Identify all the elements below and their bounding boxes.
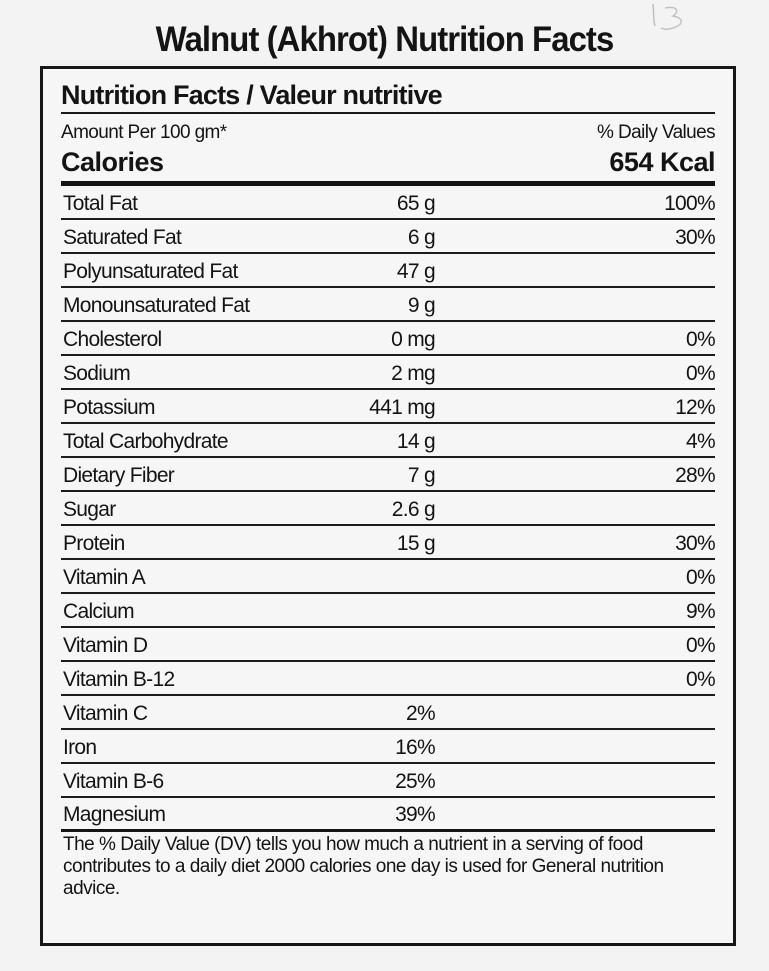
nutrient-daily-value: 0% <box>686 634 716 657</box>
nutrient-row: Iron 16% <box>61 730 715 764</box>
nutrient-row: Sugar 2.6 g <box>61 492 715 526</box>
nutrient-name: Vitamin B-6 <box>63 770 164 793</box>
nutrient-row: Cholesterol 0 mg 0% <box>61 322 716 356</box>
nutrient-name: Dietary Fiber <box>63 464 175 487</box>
nutrient-amount: 16% <box>395 736 436 759</box>
nutrient-row: Potassium 441 mg 12% <box>61 390 716 424</box>
nutrient-row: Calcium 9% <box>61 594 716 628</box>
nutrient-amount: 9 g <box>407 294 436 317</box>
nutrient-row: Vitamin C 2% <box>61 696 715 730</box>
nutrient-daily-value: 28% <box>675 464 716 487</box>
nutrient-name: Calcium <box>63 600 135 623</box>
nutrient-row: Sodium 2 mg 0% <box>61 356 716 390</box>
nutrient-row: Polyunsaturated Fat 47 g <box>61 254 715 288</box>
daily-values-header: % Daily Values <box>597 122 716 143</box>
nutrient-amount: 7 g <box>407 464 436 487</box>
amount-per-label: Amount Per 100 gm* <box>61 122 227 143</box>
nutrient-daily-value: 12% <box>675 396 716 419</box>
nutrient-name: Sodium <box>63 362 131 385</box>
nutrient-daily-value: 0% <box>686 566 716 589</box>
nutrient-amount: 2.6 g <box>391 498 436 521</box>
nutrient-daily-value: 0% <box>686 362 716 385</box>
calories-label: Calories <box>61 147 164 177</box>
nutrient-name: Potassium <box>63 396 155 419</box>
nutrient-daily-value: 30% <box>675 532 716 555</box>
nutrient-daily-value: 9% <box>686 600 716 623</box>
nutrient-name: Vitamin D <box>63 634 148 657</box>
nutrition-facts-panel: Nutrition Facts / Valeur nutritive Amoun… <box>40 66 736 946</box>
nutrient-amount: 47 g <box>396 260 436 283</box>
nutrient-row: Vitamin B-6 25% <box>61 764 715 798</box>
nutrient-amount: 2 mg <box>391 362 436 385</box>
nutrient-amount: 6 g <box>407 226 436 249</box>
nutrient-name: Total Fat <box>63 192 138 215</box>
nutrient-name: Protein <box>63 532 125 555</box>
nutrient-name: Iron <box>63 736 97 759</box>
nutrient-name: Vitamin C <box>63 702 148 725</box>
daily-value-footnote: The % Daily Value (DV) tells you how muc… <box>63 834 664 899</box>
nutrient-name: Total Carbohydrate <box>63 430 229 453</box>
nutrient-row: Vitamin B-12 0% <box>61 662 716 696</box>
nutrient-name: Vitamin A <box>63 566 146 589</box>
nutrient-name: Polyunsaturated Fat <box>63 260 238 283</box>
amount-per-row: Amount Per 100 gm* % Daily Values <box>61 114 716 144</box>
nutrient-amount: 0 mg <box>391 328 436 351</box>
nutrient-amount: 14 g <box>396 430 436 453</box>
nutrient-row: Total Carbohydrate 14 g 4% <box>61 424 716 458</box>
nutrient-row: Total Fat 65 g 100% <box>61 186 716 220</box>
nutrient-daily-value: 4% <box>686 430 716 453</box>
nutrient-amount: 441 mg <box>369 396 436 419</box>
nutrient-row: Magnesium 39% <box>61 798 715 832</box>
nutrient-name: Vitamin B-12 <box>63 668 175 691</box>
calories-value: 654 Kcal <box>609 147 715 177</box>
nutrient-row: Protein 15 g 30% <box>61 526 716 560</box>
nutrient-name: Magnesium <box>63 803 166 826</box>
nutrient-row: Vitamin A 0% <box>61 560 716 594</box>
panel-heading: Nutrition Facts / Valeur nutritive <box>61 79 715 114</box>
nutrient-daily-value: 100% <box>664 192 716 215</box>
nutrient-amount: 2% <box>406 702 436 725</box>
page-title: Walnut (Akhrot) Nutrition Facts <box>155 20 615 59</box>
nutrient-amount: 39% <box>395 803 436 826</box>
nutrient-name: Monounsaturated Fat <box>63 294 250 317</box>
nutrient-daily-value: 0% <box>686 328 716 351</box>
nutrient-daily-value: 0% <box>686 668 716 691</box>
nutrient-row: Vitamin D 0% <box>61 628 716 662</box>
nutrient-row: Dietary Fiber 7 g 28% <box>61 458 716 492</box>
calories-row: Calories 654 Kcal <box>61 144 715 186</box>
nutrient-name: Cholesterol <box>63 328 162 351</box>
nutrient-name: Sugar <box>63 498 116 521</box>
nutrient-name: Saturated Fat <box>63 226 182 249</box>
nutrient-amount: 65 g <box>396 192 436 215</box>
nutrient-amount: 15 g <box>396 532 436 555</box>
nutrient-daily-value: 30% <box>675 226 716 249</box>
nutrient-amount: 25% <box>395 770 436 793</box>
nutrient-row: Monounsaturated Fat 9 g <box>61 288 715 322</box>
pen-scribble-mark <box>652 3 682 30</box>
nutrient-row: Saturated Fat 6 g 30% <box>61 220 716 254</box>
nutrient-table: Total Fat 65 g 100% Saturated Fat 6 g 30% Poly… <box>61 186 716 832</box>
